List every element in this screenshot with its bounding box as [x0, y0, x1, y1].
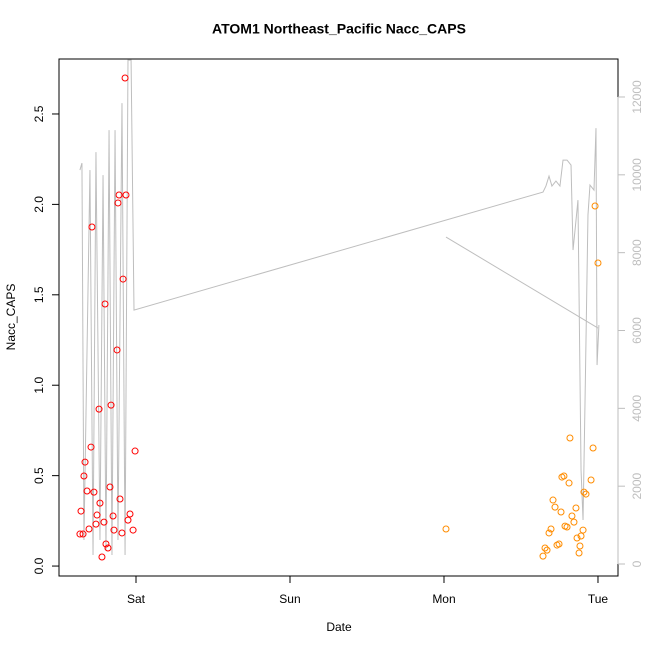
point — [98, 553, 106, 561]
point — [81, 458, 89, 466]
point — [547, 525, 555, 533]
point — [565, 479, 573, 487]
point — [442, 525, 450, 533]
point — [93, 511, 101, 519]
point — [580, 488, 588, 496]
point — [541, 544, 549, 552]
point — [92, 520, 100, 528]
point — [122, 191, 130, 199]
point — [579, 526, 587, 534]
point — [557, 508, 565, 516]
point — [85, 525, 93, 533]
point — [575, 549, 583, 557]
point — [563, 523, 571, 531]
y-tick-label: 1.5 — [32, 286, 46, 303]
point — [566, 434, 574, 442]
y-tick-label: 0.5 — [32, 467, 46, 484]
point — [587, 476, 595, 484]
y2-tick-label: 10000 — [630, 158, 644, 192]
y-tick-label: 0.0 — [32, 557, 46, 574]
point — [570, 518, 578, 526]
point — [119, 275, 127, 283]
point — [576, 542, 584, 550]
y2-tick-label: 0 — [630, 560, 644, 567]
point — [79, 530, 87, 538]
point — [83, 487, 91, 495]
x-tick-label: Tue — [588, 592, 609, 606]
point — [555, 540, 563, 548]
point — [104, 544, 112, 552]
point — [131, 447, 139, 455]
point — [87, 443, 95, 451]
point — [96, 499, 104, 507]
y2-tick-label: 6000 — [630, 317, 644, 344]
y-tick-label: 1.0 — [32, 377, 46, 394]
point — [80, 472, 88, 480]
y-axis-label: Nacc_CAPS — [4, 284, 18, 351]
point — [124, 516, 132, 524]
point — [539, 552, 547, 560]
point — [591, 202, 599, 210]
point — [118, 529, 126, 537]
y2-tick-label: 2000 — [630, 473, 644, 500]
y-tick-label: 2.5 — [32, 105, 46, 122]
point — [543, 546, 551, 554]
point — [545, 529, 553, 537]
chart-title: ATOM1 Northeast_Pacific Nacc_CAPS — [212, 21, 466, 37]
point — [551, 503, 559, 511]
point — [114, 199, 122, 207]
point — [107, 401, 115, 409]
point — [572, 504, 580, 512]
point — [594, 259, 602, 267]
point — [102, 540, 110, 548]
point — [121, 74, 129, 82]
point — [577, 532, 585, 540]
point — [110, 526, 118, 534]
y2-tick-label: 8000 — [630, 239, 644, 266]
y-tick-label: 2.0 — [32, 196, 46, 213]
x-axis-label: Date — [326, 620, 352, 634]
x-tick-label: Sun — [279, 592, 300, 606]
y2-tick-label: 12000 — [630, 80, 644, 114]
point — [129, 526, 137, 534]
point — [568, 512, 576, 520]
point — [589, 444, 597, 452]
point — [109, 512, 117, 520]
x-tick-label: Mon — [432, 592, 455, 606]
x-tick-label: Sat — [127, 592, 146, 606]
point — [126, 510, 134, 518]
point — [95, 405, 103, 413]
point — [77, 507, 85, 515]
point — [549, 496, 557, 504]
point — [101, 300, 109, 308]
point — [116, 495, 124, 503]
point — [76, 530, 84, 538]
point — [106, 483, 114, 491]
point — [582, 490, 590, 498]
point — [100, 518, 108, 526]
series-line — [79, 59, 600, 556]
point — [573, 534, 581, 542]
point — [90, 488, 98, 496]
point — [560, 472, 568, 480]
point — [115, 191, 123, 199]
y2-tick-label: 4000 — [630, 395, 644, 422]
point — [113, 346, 121, 354]
point — [88, 223, 96, 231]
